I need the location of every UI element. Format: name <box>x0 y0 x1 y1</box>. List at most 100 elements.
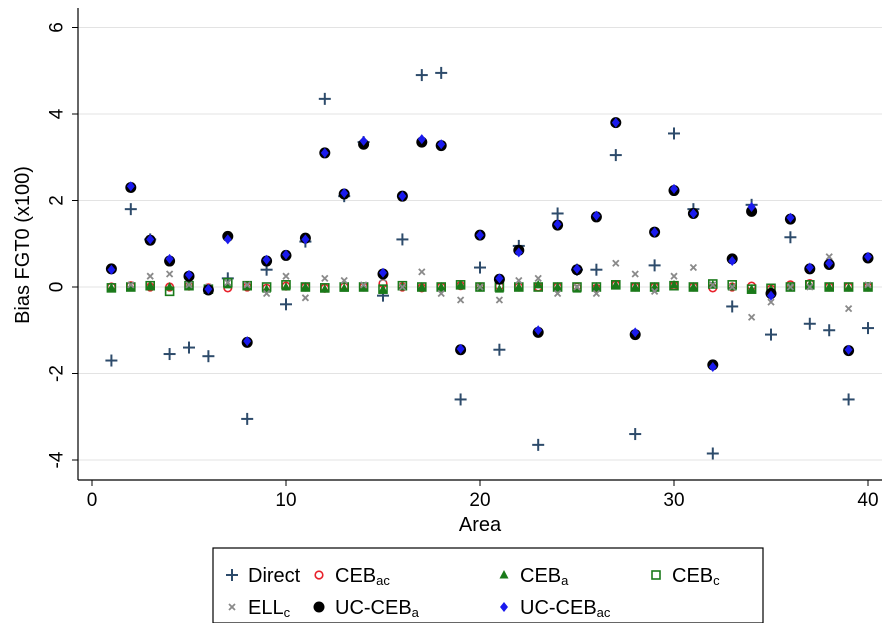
data-point <box>592 289 601 298</box>
data-point <box>339 283 349 292</box>
data-point <box>476 283 484 291</box>
data-point <box>107 264 116 275</box>
data-point <box>707 279 718 289</box>
data-point <box>396 233 409 246</box>
data-point <box>164 286 175 297</box>
data-point <box>105 354 118 367</box>
data-point <box>629 428 642 441</box>
legend-marker <box>651 570 661 580</box>
legend-marker <box>314 570 324 580</box>
x-tick-label: 30 <box>663 490 684 511</box>
data-point <box>631 327 640 338</box>
data-point <box>670 272 678 280</box>
x-tick-label: 0 <box>87 490 98 511</box>
data-point <box>282 249 290 260</box>
data-point <box>262 289 271 298</box>
data-point <box>709 281 717 289</box>
data-point <box>415 69 428 82</box>
data-point <box>320 284 330 293</box>
legend-marker <box>228 603 236 611</box>
y-tick-label: 2 <box>47 195 68 206</box>
series-5 <box>105 117 874 371</box>
data-point <box>436 282 447 292</box>
legend-marker <box>313 601 325 613</box>
legend-box <box>212 547 764 623</box>
data-point <box>319 283 330 293</box>
y-tick-label: -4 <box>47 451 68 468</box>
series-0 <box>105 66 874 460</box>
data-point <box>359 135 368 146</box>
data-point <box>824 282 835 292</box>
data-point <box>534 274 542 282</box>
data-point <box>358 282 369 292</box>
data-point <box>456 296 465 304</box>
data-point <box>784 231 797 244</box>
data-point <box>785 282 796 292</box>
legend-label: Direct <box>248 565 301 587</box>
data-point <box>786 283 795 291</box>
data-point <box>397 280 408 291</box>
data-point <box>126 282 136 292</box>
data-point <box>359 281 368 289</box>
data-point <box>145 280 155 290</box>
data-point <box>243 281 251 289</box>
data-point <box>825 253 833 261</box>
data-point <box>436 282 446 291</box>
data-point <box>416 282 427 292</box>
data-point <box>378 284 388 294</box>
legend-label: CEBc <box>672 565 720 588</box>
data-points <box>105 66 874 460</box>
data-point <box>495 273 504 284</box>
data-point <box>864 251 872 262</box>
data-point <box>242 282 252 291</box>
data-point <box>437 289 445 298</box>
gridlines <box>78 27 882 461</box>
data-point <box>204 284 213 295</box>
data-point <box>184 280 194 291</box>
data-point <box>106 282 116 292</box>
data-point <box>591 282 602 292</box>
data-point <box>630 282 641 292</box>
data-point <box>669 280 679 291</box>
data-point <box>280 298 292 311</box>
data-point <box>553 289 562 298</box>
data-point <box>806 283 814 291</box>
data-point <box>592 210 601 221</box>
data-point <box>650 287 659 295</box>
data-point <box>668 127 680 140</box>
legend: Direct CEBac CEBa CEBc ELLc UC-CEBa UC-CEBac <box>212 547 764 623</box>
data-point <box>689 263 698 272</box>
series-1 <box>106 278 873 294</box>
data-point <box>844 282 854 292</box>
data-point <box>648 259 661 272</box>
data-point <box>243 336 252 347</box>
data-point <box>726 300 739 313</box>
data-point <box>727 280 738 290</box>
data-point <box>223 277 233 288</box>
data-point <box>688 282 698 291</box>
data-point <box>591 282 601 291</box>
data-point <box>747 313 756 321</box>
y-tick-label: 0 <box>47 282 68 293</box>
data-point <box>533 282 544 292</box>
data-point <box>493 343 506 356</box>
data-point <box>631 270 639 278</box>
data-point <box>417 134 426 145</box>
data-point <box>533 279 543 289</box>
series-3 <box>106 277 873 297</box>
data-point <box>844 304 853 313</box>
data-point <box>513 282 524 292</box>
data-point <box>146 234 155 245</box>
data-point <box>553 282 563 291</box>
data-point <box>805 262 814 273</box>
data-point <box>378 284 388 293</box>
data-point <box>573 283 581 291</box>
data-point <box>824 282 834 291</box>
x-tick-label: 40 <box>857 490 878 511</box>
data-point <box>551 207 564 220</box>
data-point <box>534 325 543 336</box>
data-point <box>765 328 777 341</box>
data-point <box>223 234 232 245</box>
data-point <box>495 296 504 304</box>
